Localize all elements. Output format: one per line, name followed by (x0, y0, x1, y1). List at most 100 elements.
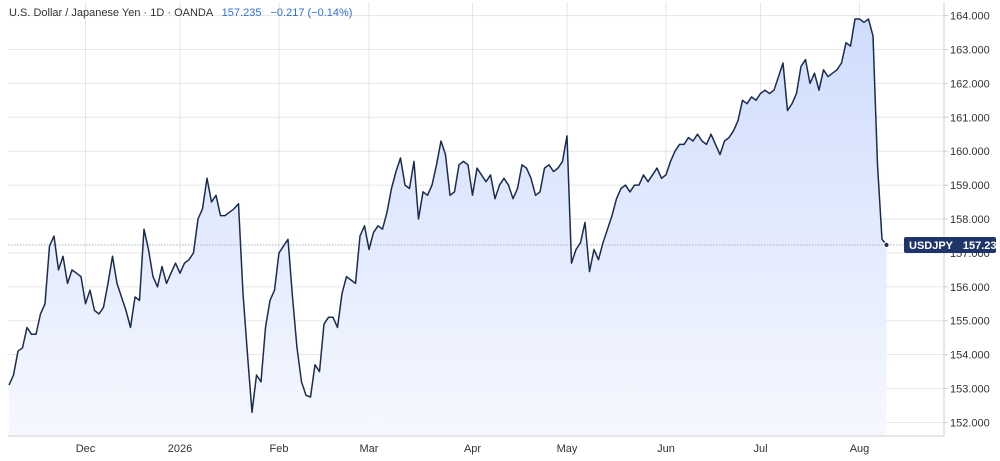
price-point (832, 73, 833, 74)
y-tick-label: 154.000 (950, 350, 990, 362)
price-point (481, 174, 482, 175)
price-point (49, 246, 50, 247)
price-point (229, 212, 230, 213)
price-point (548, 164, 549, 165)
price-point (274, 290, 275, 291)
price-point (13, 374, 14, 375)
price-point (404, 185, 405, 186)
price-point (44, 303, 45, 304)
price-point (98, 313, 99, 314)
y-tick-label: 163.000 (950, 44, 990, 56)
price-point (121, 296, 122, 297)
price-point (841, 62, 842, 63)
price-point (17, 351, 18, 352)
y-tick-label: 152.000 (950, 417, 990, 429)
price-point (346, 276, 347, 277)
price-point (728, 137, 729, 138)
price-point (323, 324, 324, 325)
price-point (188, 259, 189, 260)
price-point (350, 279, 351, 280)
price-point (809, 83, 810, 84)
y-tick-label: 158.000 (950, 214, 990, 226)
price-point (742, 100, 743, 101)
price-point (566, 135, 567, 136)
price-point (796, 93, 797, 94)
price-point (620, 188, 621, 189)
y-axis: 164.000 163.000 162.000 161.000 160.000 159.0… (944, 11, 990, 429)
price-point (674, 151, 675, 152)
price-point (571, 263, 572, 264)
price-point (382, 229, 383, 230)
price-point (193, 252, 194, 253)
price-point (467, 164, 468, 165)
price-point (755, 100, 756, 101)
price-point (26, 327, 27, 328)
price-point (58, 269, 59, 270)
price-point (148, 249, 149, 250)
price-point (638, 185, 639, 186)
price-point (184, 263, 185, 264)
price-point (206, 178, 207, 179)
price-point (503, 178, 504, 179)
price-point (211, 201, 212, 202)
price-point (607, 229, 608, 230)
price-point (562, 161, 563, 162)
price-point (224, 215, 225, 216)
price-point (130, 327, 131, 328)
price-point (863, 22, 864, 23)
price-point (296, 347, 297, 348)
price-point (764, 90, 765, 91)
x-tick-label: Feb (270, 443, 289, 455)
price-point (170, 273, 171, 274)
price-point (278, 252, 279, 253)
instrument-title: U.S. Dollar / Japanese Yen · 1D · OANDA (9, 7, 214, 19)
price-point (355, 283, 356, 284)
price-point (134, 296, 135, 297)
x-tick-label: 2026 (168, 443, 192, 455)
price-point (517, 188, 518, 189)
price-point (391, 188, 392, 189)
price-point (166, 283, 167, 284)
price-point (377, 225, 378, 226)
price-point (881, 239, 882, 240)
price-point (71, 269, 72, 270)
price-point (265, 327, 266, 328)
price-point (782, 62, 783, 63)
price-point (616, 198, 617, 199)
price-point (643, 174, 644, 175)
price-point (215, 195, 216, 196)
price-point (269, 300, 270, 301)
price-point (872, 35, 873, 36)
price-point (652, 174, 653, 175)
price-point (107, 283, 108, 284)
price-point (62, 256, 63, 257)
price-point (818, 90, 819, 91)
price-point (490, 174, 491, 175)
price-point (805, 59, 806, 60)
price-point (287, 239, 288, 240)
x-tick-label: Apr (464, 443, 481, 455)
x-tick-label: Dec (76, 443, 96, 455)
price-point (827, 76, 828, 77)
price-point (458, 164, 459, 165)
price-point (625, 185, 626, 186)
price-point (449, 195, 450, 196)
price-point (220, 215, 221, 216)
price-point (67, 283, 68, 284)
price-point (791, 103, 792, 104)
price-point (737, 120, 738, 121)
price-point (859, 18, 860, 19)
price-point (800, 66, 801, 67)
x-tick-label: May (557, 443, 578, 455)
price-point (251, 412, 252, 413)
price-point (575, 249, 576, 250)
price-point (85, 303, 86, 304)
price-point (445, 154, 446, 155)
price-point (139, 300, 140, 301)
price-point (629, 191, 630, 192)
x-axis: Dec 2026 Feb Mar Apr May Jun Jul Aug (76, 443, 870, 455)
price-point (553, 171, 554, 172)
price-point (337, 327, 338, 328)
price-point (440, 140, 441, 141)
